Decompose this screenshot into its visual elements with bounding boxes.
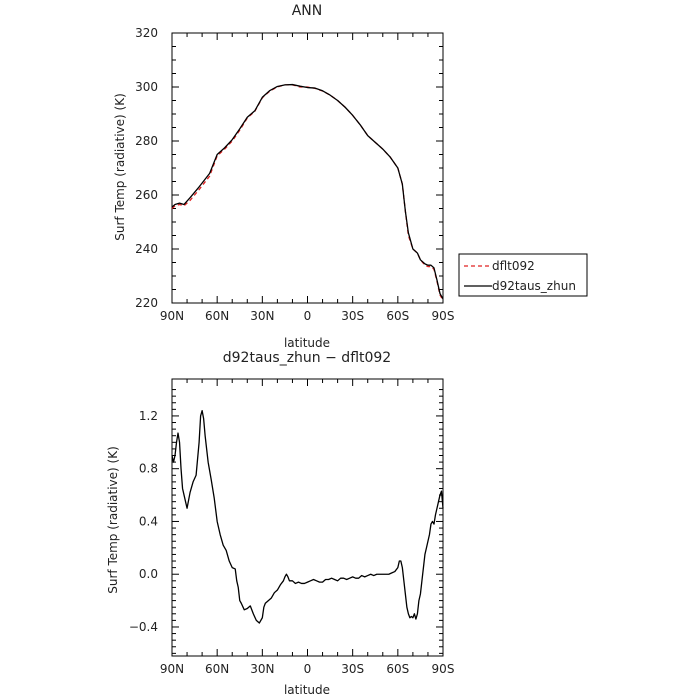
bottom-plot-frame xyxy=(171,378,444,657)
top-y-tick-label: 260 xyxy=(135,188,158,202)
top-series-d92taus-zhun xyxy=(171,83,444,300)
bottom-series-line xyxy=(171,410,444,624)
bottom-x-tick-label: 60S xyxy=(386,662,409,676)
top-x-tick-label: 30N xyxy=(250,309,274,323)
bottom-x-tick-label: 30S xyxy=(341,662,364,676)
bottom-plot-y-axis-label: Surf Temp (radiative) (K) xyxy=(106,446,120,594)
top-x-tick-label: 60N xyxy=(205,309,229,323)
bottom-y-tick-label: 0.4 xyxy=(139,514,158,528)
top-x-tick-label: 90S xyxy=(432,309,455,323)
top-y-tick-label: 320 xyxy=(135,26,158,40)
top-plot-y-axis-label: Surf Temp (radiative) (K) xyxy=(113,93,127,241)
bottom-x-tick-label: 90S xyxy=(432,662,455,676)
top-y-tick-label: 240 xyxy=(135,242,158,256)
top-x-tick-label: 0 xyxy=(304,309,312,323)
top-y-tick-label: 280 xyxy=(135,134,158,148)
top-plot-frame xyxy=(171,32,444,304)
top-x-tick-label: 30S xyxy=(341,309,364,323)
bottom-plot-title: d92taus_zhun − dflt092 xyxy=(223,350,391,366)
bottom-y-tick-label: −0.4 xyxy=(129,620,158,634)
bottom-plot-x-axis-label: latitude xyxy=(284,683,330,697)
top-plot-title: ANN xyxy=(292,3,323,19)
legend: dflt092 d92taus_zhun xyxy=(458,253,588,297)
bottom-y-tick-label: 0.0 xyxy=(139,567,158,581)
top-plot-x-axis-label: latitude xyxy=(284,336,330,350)
legend-box xyxy=(458,253,588,297)
bottom-y-tick-label: 0.8 xyxy=(139,462,158,476)
bottom-x-tick-label: 90N xyxy=(160,662,184,676)
bottom-x-tick-label: 60N xyxy=(205,662,229,676)
legend-label-dflt092: dflt092 xyxy=(492,259,535,273)
top-x-tick-label: 60S xyxy=(386,309,409,323)
bottom-y-tick-label: 1.2 xyxy=(139,409,158,423)
top-y-tick-label: 220 xyxy=(135,296,158,310)
top-series-dflt092 xyxy=(171,84,444,301)
legend-label-d92taus-zhun: d92taus_zhun xyxy=(492,279,576,293)
top-x-tick-label: 90N xyxy=(160,309,184,323)
top-plot: ANN latitude Surf Temp (radiative) (K) 9… xyxy=(113,3,454,350)
bottom-x-tick-label: 30N xyxy=(250,662,274,676)
top-y-tick-label: 300 xyxy=(135,80,158,94)
bottom-plot: d92taus_zhun − dflt092 latitude Surf Tem… xyxy=(106,350,454,697)
bottom-x-tick-label: 0 xyxy=(304,662,312,676)
